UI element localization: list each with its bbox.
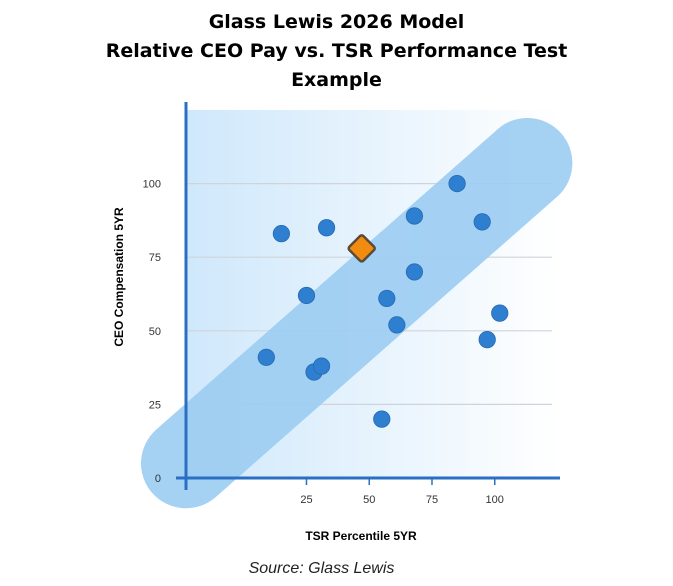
y-axis-label: CEO Compensation 5YR: [112, 207, 126, 347]
data-point-11: [405, 263, 424, 281]
y-tick-label-50: 50: [149, 326, 161, 338]
data-points: [257, 175, 509, 428]
data-point-14: [478, 331, 496, 349]
x-tick-label-100: 100: [486, 494, 504, 506]
x-tick-label-75: 75: [426, 494, 438, 506]
alignment-band-shape: [141, 117, 573, 509]
data-point-9: [388, 316, 406, 334]
source-note: Source: Glass Lewis: [248, 560, 395, 577]
y-tick-label-100: 100: [143, 179, 161, 191]
y-tick-label-25: 25: [149, 399, 161, 411]
title-line-3: Example: [291, 69, 382, 91]
alignment-band: [141, 117, 573, 509]
highlight-point: [347, 234, 376, 263]
x-tick-label-50: 50: [363, 494, 375, 506]
title-line-2: Relative CEO Pay vs. TSR Performance Tes…: [105, 40, 568, 62]
data-point-13: [473, 213, 491, 231]
y-tick-label-0: 0: [155, 473, 161, 485]
x-axis-label: TSR Percentile 5YR: [305, 529, 417, 543]
axes: [176, 102, 560, 490]
data-point-5: [312, 357, 331, 375]
data-point-10: [405, 207, 424, 225]
data-point-8: [378, 289, 396, 308]
data-point-3: [297, 286, 316, 305]
data-point-6: [317, 219, 336, 237]
chart-title: Glass Lewis 2026 Model Relative CEO Pay …: [0, 8, 673, 95]
data-point-15: [491, 304, 509, 322]
data-point-1: [257, 348, 275, 366]
data-point-2: [272, 225, 290, 243]
x-tick-label-25: 25: [300, 494, 312, 506]
data-point-7: [373, 410, 391, 428]
title-line-1: Glass Lewis 2026 Model: [208, 11, 465, 33]
data-point-12: [448, 175, 466, 193]
tick-labels: 0 25 50 75 100 25 50 75 100: [143, 179, 504, 506]
y-tick-label-75: 75: [149, 252, 161, 264]
